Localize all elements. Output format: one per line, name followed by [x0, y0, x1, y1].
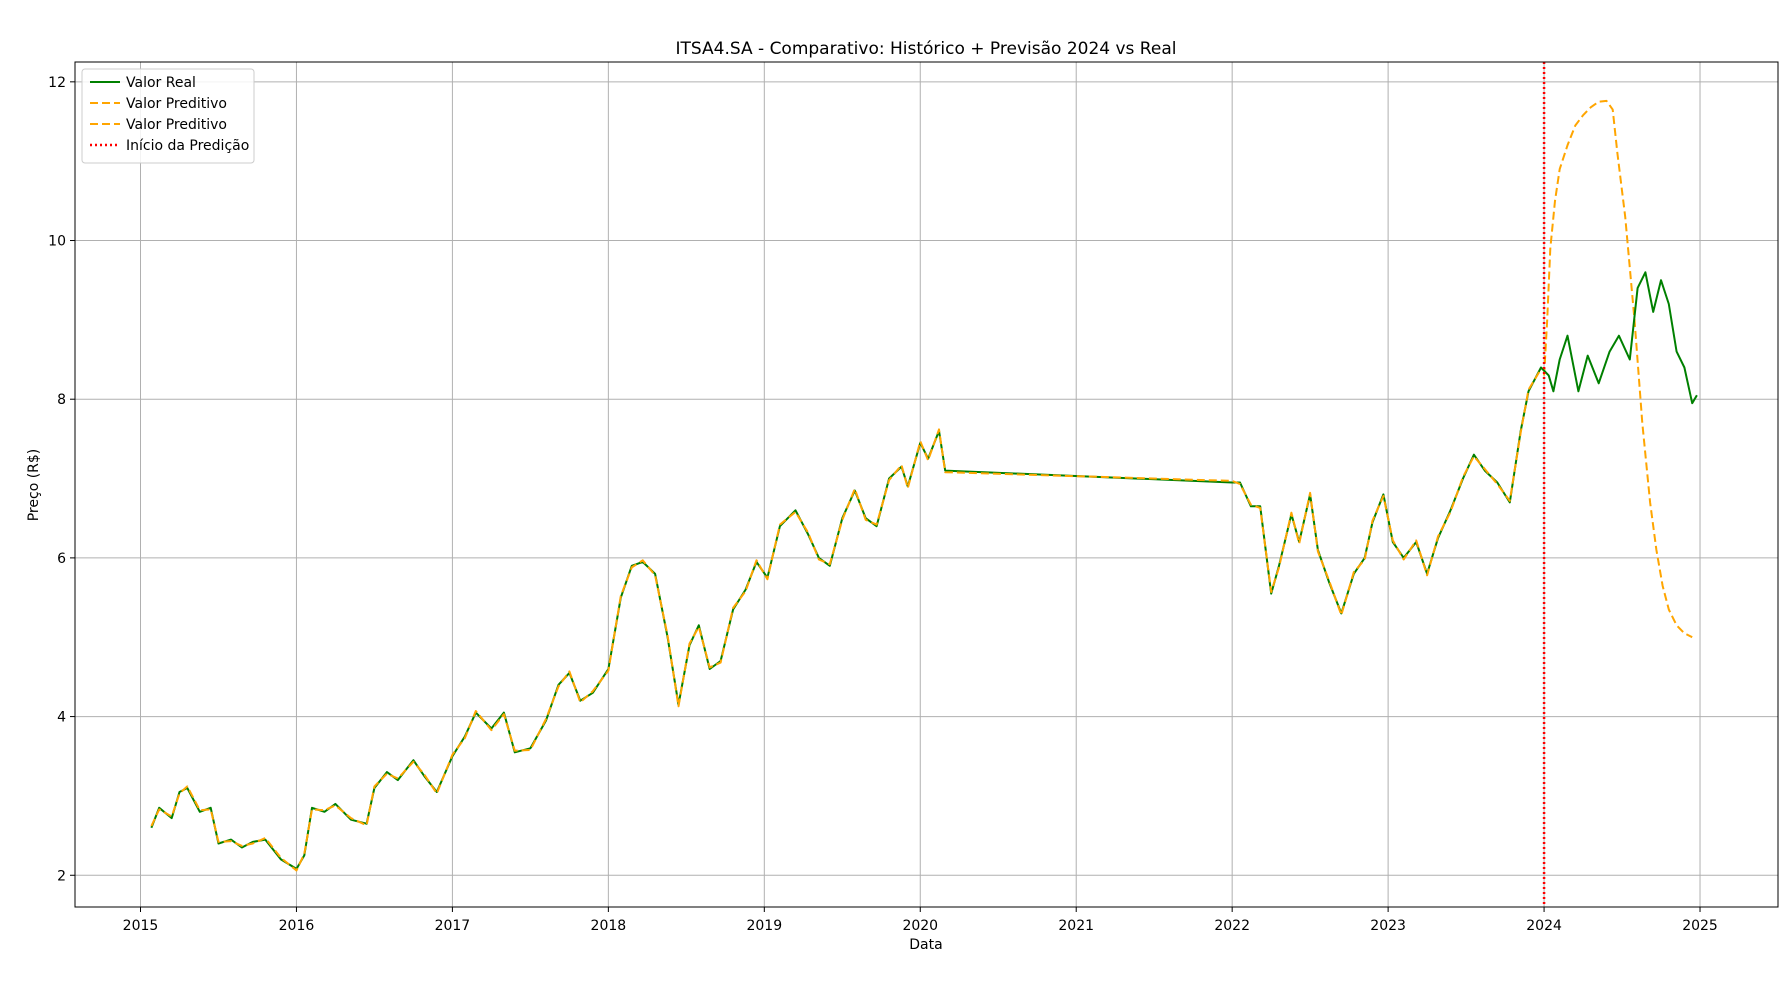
chart-title: ITSA4.SA - Comparativo: Histórico + Prev… [676, 39, 1177, 59]
legend-label: Valor Preditivo [126, 117, 227, 133]
series-line-valor-preditivo-historico [150, 368, 1542, 872]
series-layer [150, 99, 1698, 872]
x-tick-label: 2018 [591, 918, 627, 934]
y-tick-label: 4 [57, 710, 66, 726]
x-tick-label: 2024 [1526, 918, 1562, 934]
x-tick-label: 2025 [1682, 918, 1718, 934]
x-tick-label: 2015 [123, 918, 159, 934]
y-tick-label: 6 [57, 551, 66, 567]
y-tick-label: 12 [48, 75, 66, 91]
y-axis-label: Preço (R$) [26, 449, 42, 522]
x-tick-label: 2019 [746, 918, 782, 934]
legend-label: Início da Predição [126, 138, 249, 154]
x-tick-label: 2021 [1058, 918, 1094, 934]
legend: Valor Real Valor Preditivo Valor Preditivo… [81, 68, 255, 164]
tick-layer: 2015 2016 2017 2018 2019 2020 2021 2022 2023 2024… [48, 75, 1718, 934]
x-tick-label: 2022 [1214, 918, 1250, 934]
series-line-valor-preditivo-2024 [1543, 99, 1693, 639]
x-tick-label: 2017 [435, 918, 471, 934]
y-tick-label: 10 [48, 234, 66, 250]
y-tick-label: 2 [57, 868, 66, 884]
x-tick-label: 2023 [1370, 918, 1406, 934]
legend-box [81, 68, 255, 164]
plot-area-frame [74, 61, 1779, 908]
x-tick-label: 2016 [279, 918, 315, 934]
x-axis-label: Data [909, 937, 942, 953]
x-tick-label: 2020 [902, 918, 938, 934]
legend-label: Valor Preditivo [126, 96, 227, 112]
y-tick-label: 8 [57, 392, 66, 408]
legend-label: Valor Real [126, 75, 196, 91]
grid-layer [75, 62, 1778, 907]
